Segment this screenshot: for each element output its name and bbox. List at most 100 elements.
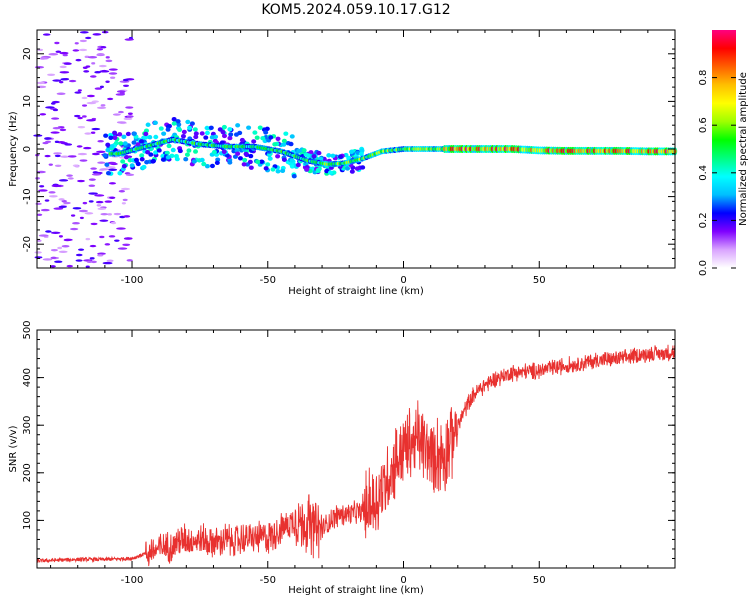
spectral-noise-cell: [74, 42, 79, 45]
spectral-noise-cell: [82, 115, 87, 118]
spectral-cell: [220, 129, 226, 135]
snr-ticks: -100 -50 0 50 100 200 300 400 500: [22, 320, 676, 586]
spectral-noise-cell: [54, 41, 60, 45]
spectral-cell: [152, 120, 158, 126]
spectral-cell: [311, 154, 317, 159]
spectral-cell: [103, 133, 109, 138]
spectral-noise-cell: [64, 143, 73, 146]
spectral-noise-cell: [120, 187, 131, 191]
spectral-cell: [255, 159, 261, 164]
spectral-noise-cell: [67, 155, 77, 158]
spectral-cell: [121, 134, 127, 140]
snr-x-tick-label: 50: [533, 575, 546, 586]
spectral-noise-cell: [53, 207, 64, 210]
spectral-cell: [281, 142, 287, 147]
spectral-noise-cell: [52, 126, 61, 130]
spectral-noise-cell: [96, 150, 106, 154]
spectral-cell: [263, 166, 269, 171]
spectral-noise-cell: [44, 199, 50, 202]
spectral-noise-cell: [82, 66, 88, 69]
spectral-cell: [237, 130, 243, 136]
spectral-cell: [252, 130, 258, 135]
spectral-noise-cell: [116, 227, 126, 230]
spectral-noise-cell: [88, 200, 94, 203]
spectral-noise-cell: [50, 265, 56, 268]
spectral-noise-cell: [77, 116, 83, 120]
spectral-noise-cell: [94, 71, 101, 74]
spectral-noise-cell: [52, 108, 59, 112]
snr-y-axis-label: SNR (v/v): [8, 425, 19, 472]
spectral-noise-cell: [78, 48, 88, 52]
spectral-cell: [143, 131, 149, 137]
spectral-cell: [248, 165, 254, 170]
spectral-noise-cell: [97, 140, 104, 143]
spectral-cell: [144, 159, 150, 165]
spectral-noise-cell: [72, 49, 80, 52]
spectral-noise-cell: [53, 152, 62, 155]
spectrogram-y-tick-label: 20: [22, 47, 33, 60]
spectral-noise-cell: [75, 58, 82, 62]
spectral-noise-cell: [88, 184, 96, 187]
spectral-noise-cell: [78, 248, 85, 251]
spectral-noise-cell: [42, 33, 51, 36]
spectral-noise-cell: [83, 146, 92, 150]
spectral-noise-cell: [116, 121, 127, 124]
spectral-noise-cell: [110, 76, 116, 79]
spectral-noise-cell: [82, 104, 88, 107]
spectral-noise-cell: [98, 64, 107, 68]
spectral-noise-cell: [76, 145, 83, 148]
spectrogram-x-tick-label: -100: [121, 275, 144, 286]
spectral-noise-cell: [58, 179, 69, 182]
spectral-cell: [121, 164, 127, 169]
spectral-cell: [139, 157, 145, 162]
spectral-noise-cell: [40, 208, 50, 212]
spectral-cell: [235, 151, 241, 156]
spectral-noise-cell: [62, 53, 68, 57]
spectral-cell: [160, 157, 166, 162]
spectral-cell: [239, 137, 245, 143]
snr-x-axis-label: Height of straight line (km): [288, 585, 424, 596]
spectral-noise-cell: [90, 131, 96, 134]
spectral-noise-cell: [58, 235, 63, 238]
spectral-noise-cell: [63, 238, 73, 242]
snr-x-tick-label: -100: [121, 575, 144, 586]
spectral-noise-cell: [113, 212, 122, 216]
snr-series-line: [36, 344, 676, 567]
spectral-cell: [193, 134, 199, 140]
spectral-noise-cell: [112, 113, 121, 116]
spectrogram-y-tick-label: 0: [22, 146, 33, 152]
spectral-cell: [247, 159, 253, 165]
spectral-noise-cell: [72, 222, 80, 225]
spectral-cell: [105, 147, 111, 153]
spectral-noise-cell: [84, 132, 92, 135]
snr-y-tick-label: 100: [22, 511, 33, 530]
spectral-cell: [171, 121, 177, 126]
spectral-noise-cell: [59, 80, 64, 84]
spectral-cell: [243, 151, 249, 157]
spectral-cell: [123, 154, 129, 160]
snr-x-tick-label: -50: [260, 575, 276, 586]
spectral-cell: [191, 159, 197, 164]
spectral-cell: [120, 159, 126, 164]
spectral-noise-cell: [44, 154, 51, 158]
colorbar: 0.0 0.2 0.4 0.6 0.8 Normalized spectral ampl…: [698, 30, 749, 276]
snr-y-tick-label: 200: [22, 463, 33, 482]
spectral-cell: [275, 136, 281, 141]
spectral-cell: [338, 154, 344, 160]
spectral-cell: [354, 166, 360, 171]
spectral-cell: [241, 162, 247, 167]
spectrogram-y-tick-label: -10: [22, 188, 33, 204]
spectral-cell: [221, 149, 227, 155]
spectral-noise-cell: [85, 36, 92, 40]
spectral-cell: [175, 119, 181, 124]
spectral-cell: [131, 140, 137, 145]
spectral-cell: [102, 153, 108, 158]
spectral-cell: [165, 127, 171, 132]
spectral-noise-cell: [66, 174, 73, 177]
spectrogram-y-axis-label: Frequency (Hz): [8, 111, 19, 187]
spectral-noise-cell: [117, 247, 128, 250]
spectral-noise-cell: [35, 177, 40, 180]
spectral-noise-cell: [59, 71, 70, 74]
spectral-noise-cell: [105, 56, 110, 59]
spectral-noise-cell: [97, 254, 104, 257]
